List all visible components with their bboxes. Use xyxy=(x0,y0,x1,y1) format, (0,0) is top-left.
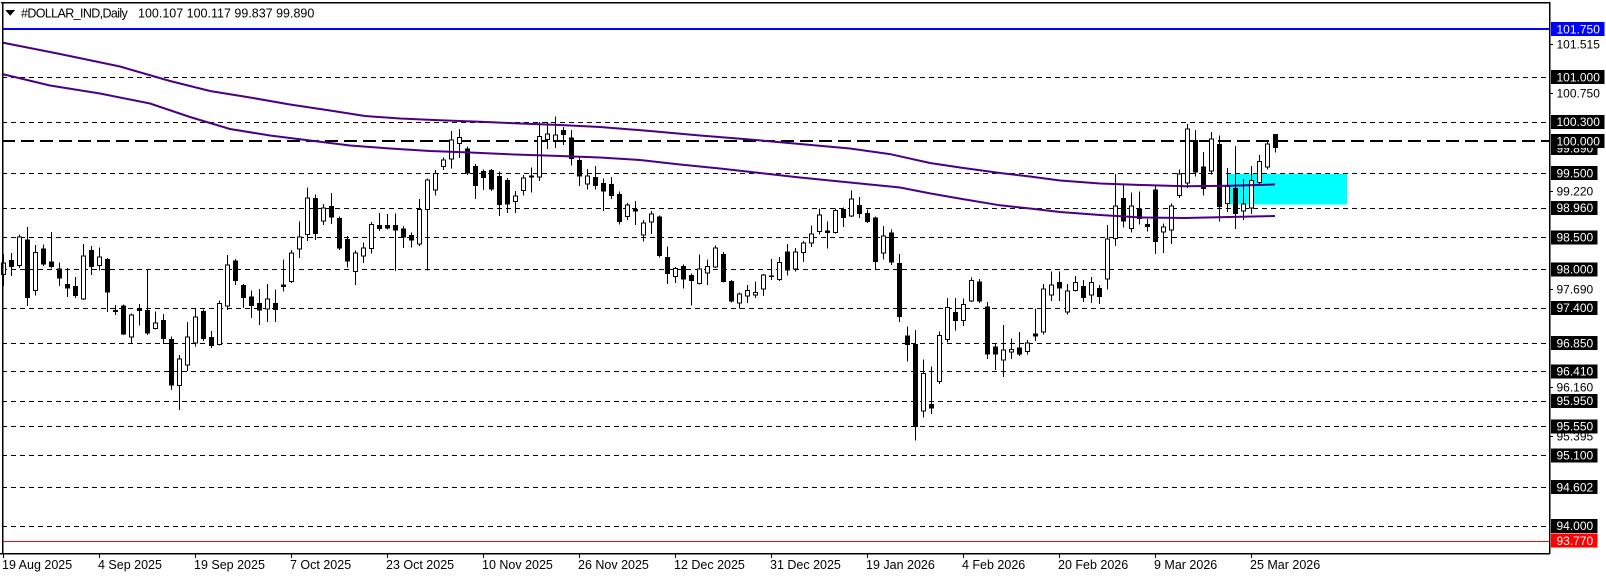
svg-text:101.750: 101.750 xyxy=(1557,22,1601,36)
svg-text:19 Jan 2026: 19 Jan 2026 xyxy=(866,558,935,572)
svg-text:7 Oct 2025: 7 Oct 2025 xyxy=(290,558,351,572)
svg-text:97.690: 97.690 xyxy=(1557,283,1594,297)
svg-text:95.950: 95.950 xyxy=(1557,394,1594,408)
svg-text:4 Sep 2025: 4 Sep 2025 xyxy=(98,558,162,572)
svg-text:23 Oct 2025: 23 Oct 2025 xyxy=(386,558,454,572)
svg-text:12 Dec 2025: 12 Dec 2025 xyxy=(674,558,745,572)
svg-text:101.000: 101.000 xyxy=(1557,70,1601,84)
svg-text:19 Aug 2025: 19 Aug 2025 xyxy=(2,558,72,572)
svg-text:98.500: 98.500 xyxy=(1557,231,1594,245)
svg-text:100.750: 100.750 xyxy=(1557,86,1601,100)
svg-text:93.770: 93.770 xyxy=(1557,534,1594,548)
svg-text:98.000: 98.000 xyxy=(1557,263,1594,277)
svg-text:100.300: 100.300 xyxy=(1557,115,1601,129)
svg-text:10 Nov 2025: 10 Nov 2025 xyxy=(482,558,553,572)
svg-text:99.500: 99.500 xyxy=(1557,167,1594,181)
svg-text:94.602: 94.602 xyxy=(1557,481,1594,495)
svg-text:94.000: 94.000 xyxy=(1557,519,1594,533)
svg-text:9 Mar 2026: 9 Mar 2026 xyxy=(1154,558,1217,572)
svg-text:31 Dec 2025: 31 Dec 2025 xyxy=(770,558,841,572)
svg-text:98.960: 98.960 xyxy=(1557,201,1594,215)
svg-text:99.220: 99.220 xyxy=(1557,185,1594,199)
svg-text:#DOLLAR_IND,Daily: #DOLLAR_IND,Daily xyxy=(21,7,129,21)
svg-text:95.550: 95.550 xyxy=(1557,420,1594,434)
svg-text:4 Feb 2026: 4 Feb 2026 xyxy=(962,558,1025,572)
svg-text:96.850: 96.850 xyxy=(1557,336,1594,350)
svg-text:20 Feb 2026: 20 Feb 2026 xyxy=(1058,558,1128,572)
svg-text:101.515: 101.515 xyxy=(1557,37,1601,51)
svg-text:95.100: 95.100 xyxy=(1557,449,1594,463)
svg-text:100.000: 100.000 xyxy=(1557,135,1601,149)
svg-text:96.410: 96.410 xyxy=(1557,365,1594,379)
svg-text:26 Nov 2025: 26 Nov 2025 xyxy=(578,558,649,572)
svg-text:19 Sep 2025: 19 Sep 2025 xyxy=(194,558,265,572)
svg-text:25 Mar 2026: 25 Mar 2026 xyxy=(1250,558,1320,572)
svg-text:100.107 100.117 99.837 99.890: 100.107 100.117 99.837 99.890 xyxy=(138,7,314,21)
svg-text:96.160: 96.160 xyxy=(1557,381,1594,395)
svg-text:97.400: 97.400 xyxy=(1557,301,1594,315)
